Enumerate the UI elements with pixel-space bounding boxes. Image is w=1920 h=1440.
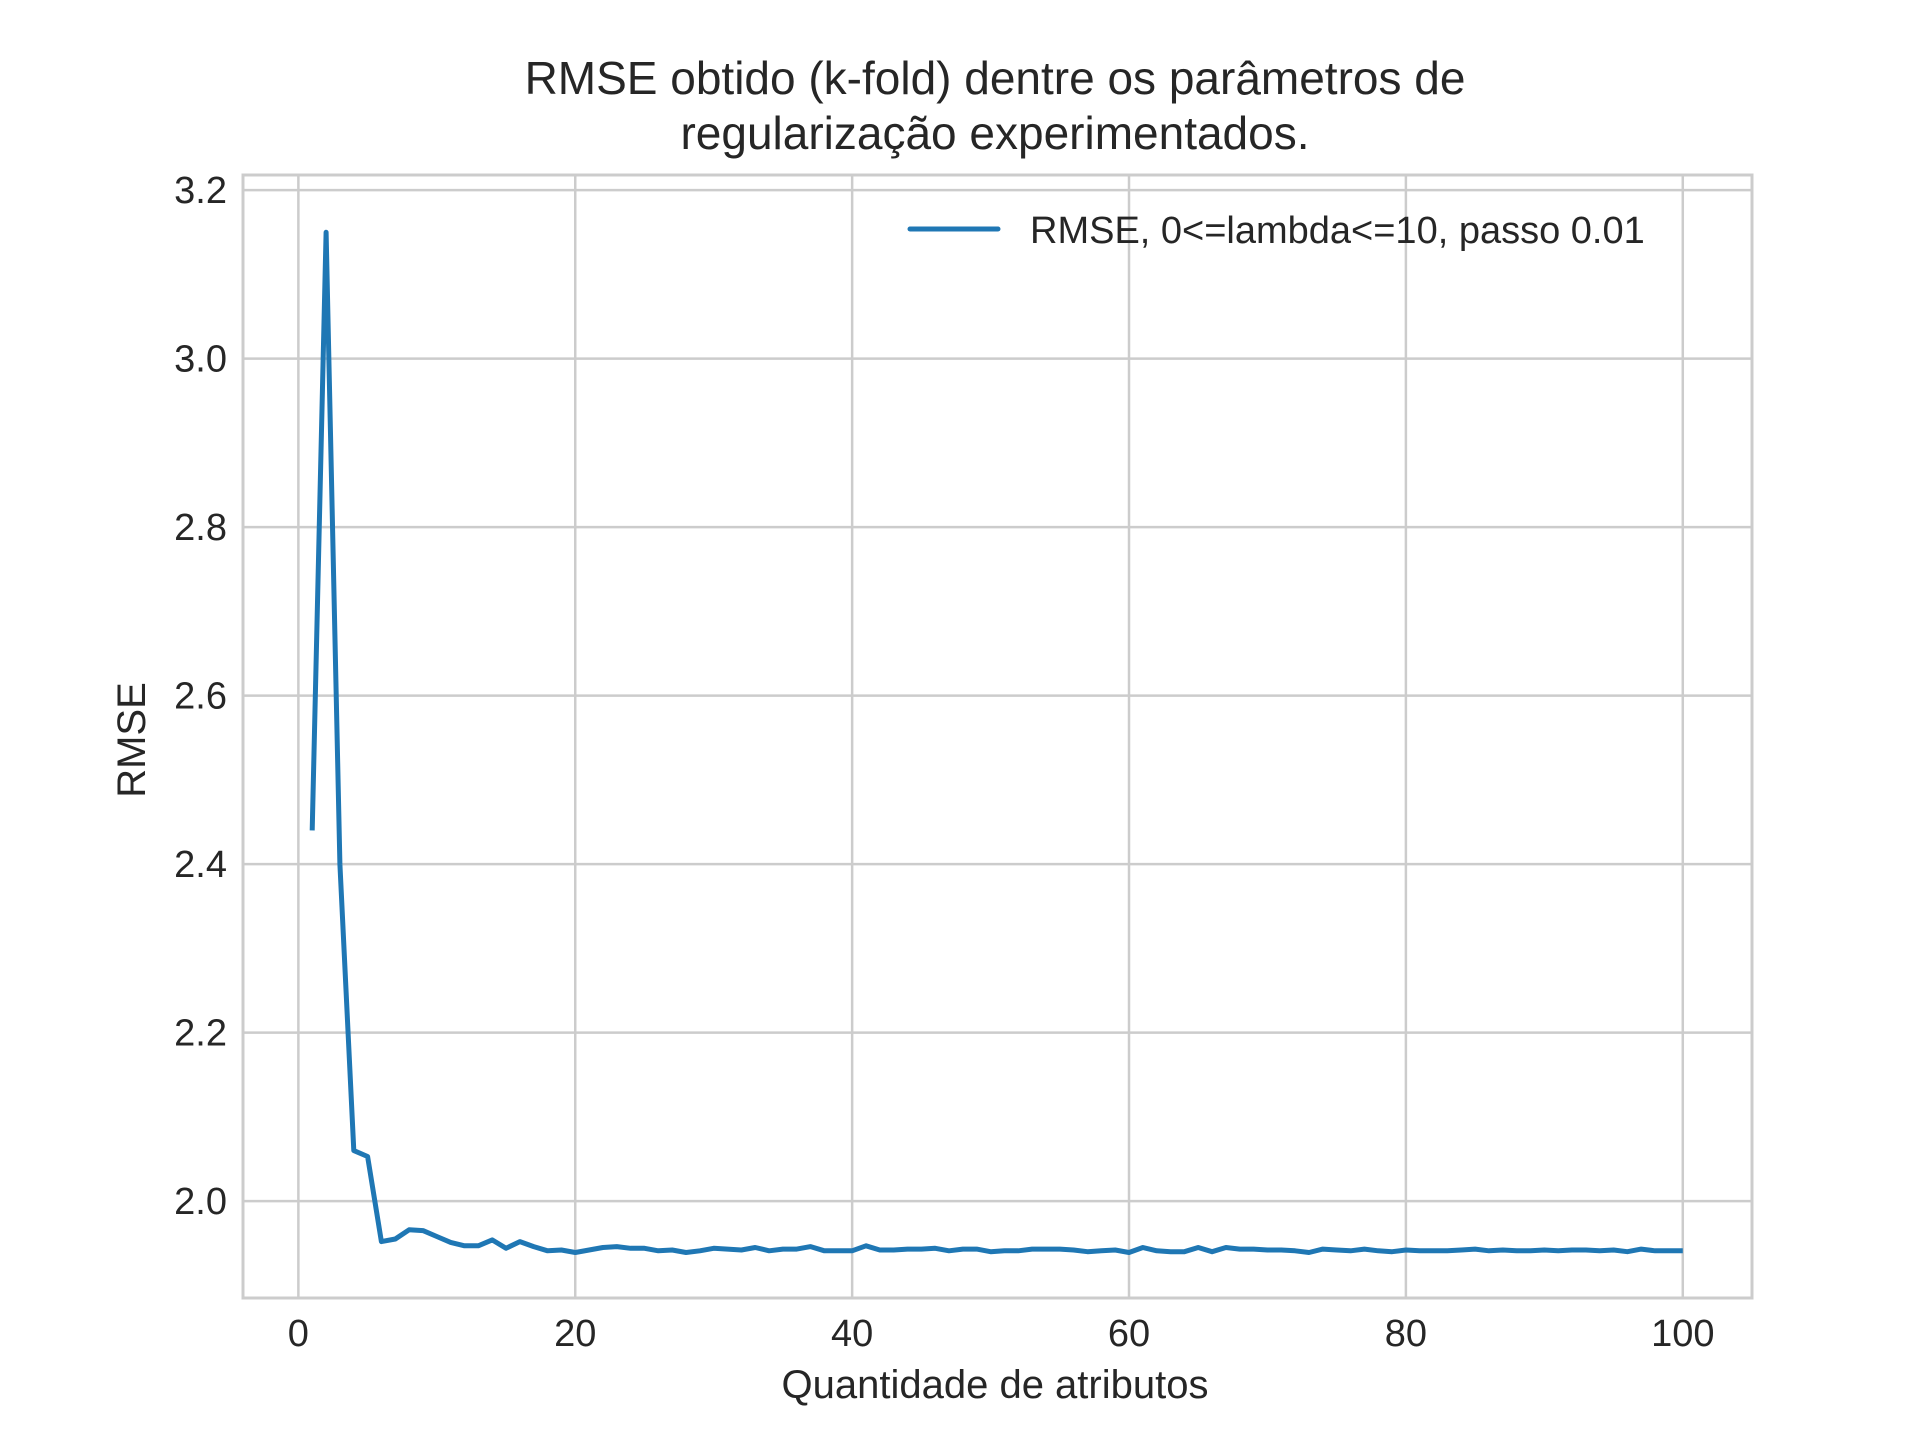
y-tick-label: 2.4 (174, 844, 227, 886)
legend-label: RMSE, 0<=lambda<=10, passo 0.01 (1030, 210, 1645, 252)
y-tick-label: 3.0 (174, 339, 227, 381)
x-tick-label: 0 (288, 1313, 309, 1355)
tick-labels: 0 20 40 60 80 100 2.0 2.2 2.4 2.6 2.8 3.0 3.2 (174, 170, 1714, 1355)
x-tick-label: 60 (1108, 1313, 1150, 1355)
series-line-rmse (309, 229, 1683, 1255)
y-tick-label: 2.6 (174, 676, 227, 718)
series-layer (309, 229, 1683, 1255)
x-tick-label: 100 (1651, 1313, 1714, 1355)
x-tick-label: 80 (1385, 1313, 1427, 1355)
y-tick-label: 2.2 (174, 1013, 227, 1055)
x-tick-label: 40 (831, 1313, 873, 1355)
grid (243, 175, 1752, 1298)
chart-title-line-1: RMSE obtido (k-fold) dentre os parâmetro… (525, 52, 1466, 104)
y-tick-label: 2.8 (174, 507, 227, 549)
y-tick-label: 3.2 (174, 170, 227, 212)
chart-title-line-2: regularização experimentados. (680, 107, 1309, 159)
x-axis-label: Quantidade de atributos (782, 1363, 1209, 1407)
legend: RMSE, 0<=lambda<=10, passo 0.01 (907, 210, 1645, 252)
y-tick-label: 2.0 (174, 1181, 227, 1223)
y-axis-label: RMSE (110, 682, 154, 798)
x-tick-label: 20 (554, 1313, 596, 1355)
plot-area-frame (241, 173, 1754, 1300)
